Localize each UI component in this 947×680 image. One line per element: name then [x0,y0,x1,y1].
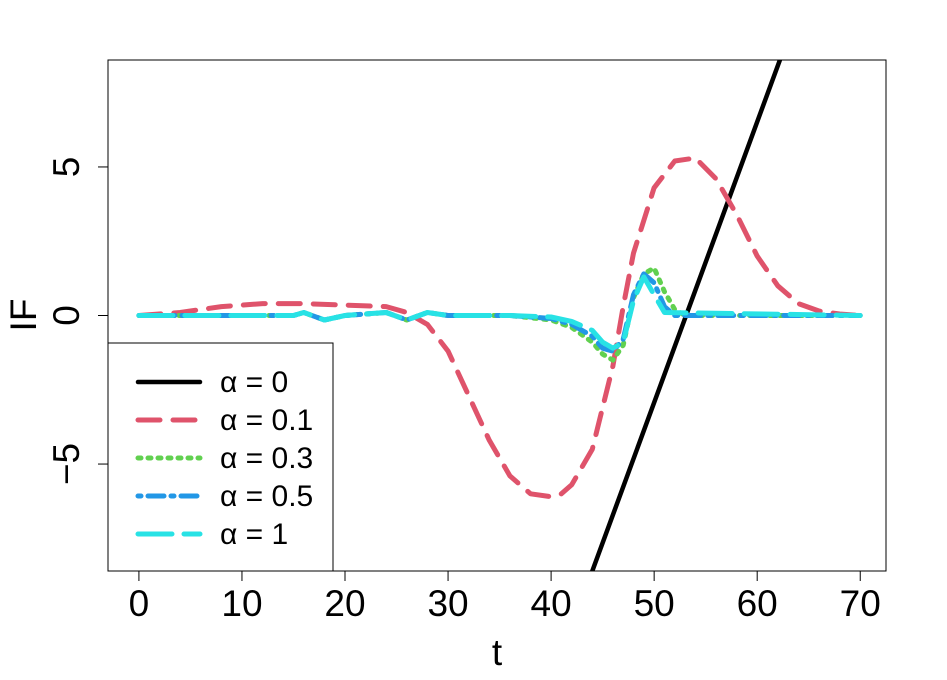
series-line-4 [136,274,863,351]
series-layer [136,60,863,571]
legend-label: α = 0.5 [220,480,313,513]
x-tick-label: 0 [129,583,150,624]
y-tick-label: −5 [46,443,87,485]
series-line-2 [136,265,863,363]
y-tick-label: 0 [46,305,87,326]
legend-label: α = 1 [220,518,288,551]
x-tick-label: 20 [324,583,365,624]
y-axis: −5 0 5 [46,157,109,485]
x-tick-label: 50 [634,583,675,624]
y-axis-title: IF [3,299,44,332]
x-axis-title: t [492,632,503,673]
x-tick-label: 70 [840,583,881,624]
y-tick-label: 5 [46,157,87,178]
x-tick-label: 10 [221,583,262,624]
legend-label: α = 0.1 [220,404,313,437]
x-axis: 0 10 20 30 40 50 60 70 [129,570,881,624]
x-tick-label: 60 [737,583,778,624]
legend: α = 0 α = 0.1 α = 0.3 α = 0.5 α = 1 [107,342,334,572]
legend-label: α = 0.3 [220,442,313,475]
legend-label: α = 0 [220,366,288,399]
x-tick-label: 30 [427,583,468,624]
series-line-1 [136,155,863,500]
x-tick-label: 40 [531,583,572,624]
